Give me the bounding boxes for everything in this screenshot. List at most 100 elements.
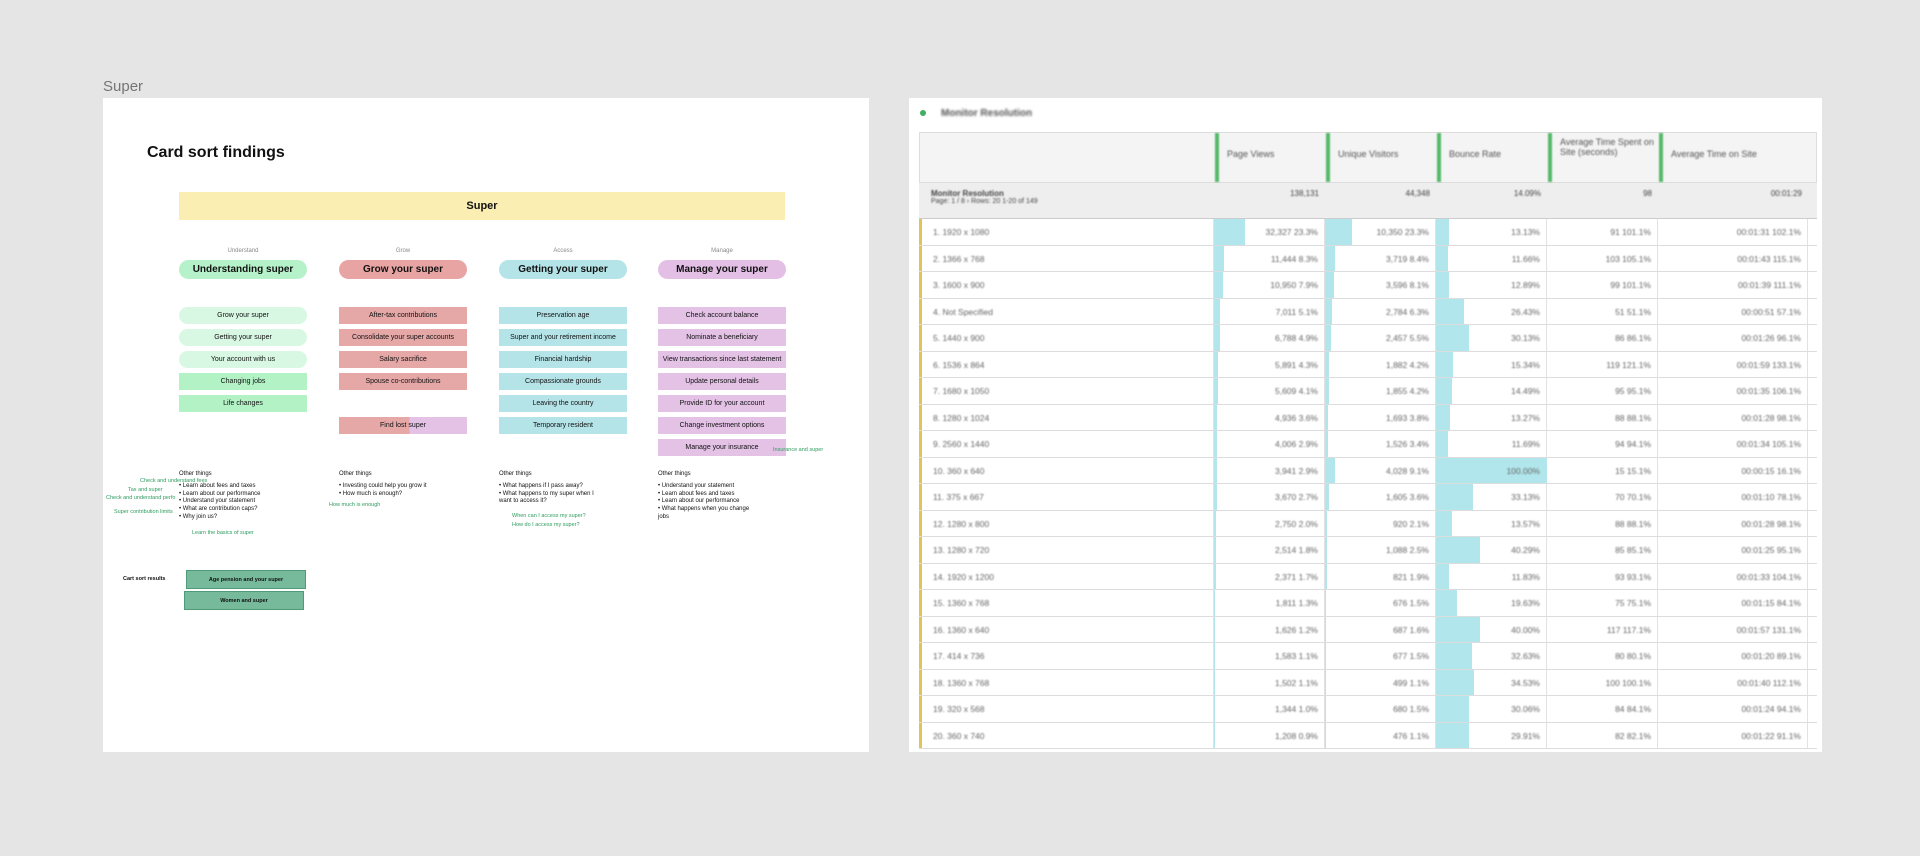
header-avg-time-site[interactable]: Average Time on Site [1659, 133, 1809, 182]
bounce-rate-bar [1436, 510, 1452, 536]
cell-avg-time-seconds: 91 101.1% [1547, 219, 1658, 245]
note-tax-super: Tax and super [128, 487, 163, 493]
cell-unique-visitors: 1,693 3.8% [1325, 404, 1436, 430]
sort-card[interactable]: Leaving the country [499, 395, 627, 412]
bounce-rate-bar [1436, 378, 1452, 404]
row-indicator [919, 219, 922, 245]
other-things: Other things • What happens if I pass awa… [499, 471, 639, 506]
row-indicator [919, 325, 922, 351]
sort-card[interactable]: Your account with us [179, 351, 307, 368]
table-row[interactable]: 9. 2560 x 1440 4,006 2.9% 1,526 3.4% 11.69%… [919, 431, 1817, 458]
row-indicator [919, 669, 922, 695]
sort-card[interactable]: Consolidate your super accounts [339, 329, 467, 346]
unique-visitors-bar [1325, 404, 1329, 430]
pagination-info[interactable]: Page: 1 / 8 › Rows: 20 1-20 of 149 [931, 198, 1038, 205]
unique-visitors-bar [1325, 669, 1327, 695]
table-row[interactable]: 12. 1280 x 800 2,750 2.0% 920 2.1% 13.57% 88… [919, 510, 1817, 537]
table-row[interactable]: 4. Not Specified 7,011 5.1% 2,784 6.3% 26.4… [919, 298, 1817, 325]
table-row[interactable]: 17. 414 x 736 1,583 1.1% 677 1.5% 32.63% 80 … [919, 643, 1817, 670]
sort-card[interactable]: View transactions since last statement [658, 351, 786, 368]
cell-bounce-rate: 11.66% [1436, 245, 1547, 271]
sort-card[interactable]: Compassionate grounds [499, 373, 627, 390]
other-things-item: • What happens to my super when I [499, 490, 594, 497]
cell-unique-visitors: 1,882 4.2% [1325, 351, 1436, 377]
sort-card[interactable]: Spouse co-contributions [339, 373, 467, 390]
table-row[interactable]: 13. 1280 x 720 2,514 1.8% 1,088 2.5% 40.29%… [919, 537, 1817, 564]
cell-dimension: 5. 1440 x 900 [919, 325, 1214, 351]
table-row[interactable]: 7. 1680 x 1050 5,609 4.1% 1,855 4.2% 14.49%… [919, 378, 1817, 405]
header-unique-visitors[interactable]: Unique Visitors [1326, 133, 1437, 182]
cell-page-views: 2,514 1.8% [1214, 537, 1325, 563]
table-row[interactable]: 15. 1360 x 768 1,811 1.3% 676 1.5% 19.63% 75… [919, 590, 1817, 617]
sort-card[interactable]: Super and your retirement income [499, 329, 627, 346]
result-women-super: Women and super [184, 591, 304, 610]
summary-bounce-rate: 14.09% [1513, 189, 1541, 198]
table-row[interactable]: 11. 375 x 667 3,670 2.7% 1,605 3.6% 33.13% 7… [919, 484, 1817, 511]
cell-avg-time-site: 00:01:24 94.1% [1658, 696, 1808, 722]
table-row[interactable]: 2. 1366 x 768 11,444 8.3% 3,719 8.4% 11.66%… [919, 245, 1817, 272]
sort-card[interactable]: Life changes [179, 395, 307, 412]
cell-unique-visitors: 680 1.5% [1325, 696, 1436, 722]
sort-card[interactable]: Financial hardship [499, 351, 627, 368]
table-row[interactable]: 14. 1920 x 1200 2,371 1.7% 821 1.9% 11.83% 9… [919, 563, 1817, 590]
bounce-rate-bar [1436, 669, 1474, 695]
note-check-performance: Check and understand perfo [106, 495, 176, 501]
cell-page-views: 4,936 3.6% [1214, 404, 1325, 430]
page-views-bar [1214, 404, 1218, 430]
cell-bounce-rate: 12.89% [1436, 272, 1547, 298]
row-indicator [919, 616, 922, 642]
table-row[interactable]: 1. 1920 x 1080 32,327 23.3% 10,350 23.3% 13… [919, 219, 1817, 246]
sort-card[interactable]: Preservation age [499, 307, 627, 324]
cell-unique-visitors: 677 1.5% [1325, 643, 1436, 669]
table-row[interactable]: 10. 360 x 640 3,941 2.9% 4,028 9.1% 100.00%… [919, 457, 1817, 484]
row-indicator [919, 272, 922, 298]
sort-card[interactable]: Update personal details [658, 373, 786, 390]
table-row[interactable]: 6. 1536 x 864 5,891 4.3% 1,882 4.2% 15.34% 1… [919, 351, 1817, 378]
table-row[interactable]: 8. 1280 x 1024 4,936 3.6% 1,693 3.8% 13.27%… [919, 404, 1817, 431]
page-views-bar [1214, 351, 1219, 377]
cell-avg-time-seconds: 103 105.1% [1547, 245, 1658, 271]
cell-page-views: 3,941 2.9% [1214, 457, 1325, 483]
sort-card[interactable]: After-tax contributions [339, 307, 467, 324]
header-page-views[interactable]: Page Views [1215, 133, 1326, 182]
cell-bounce-rate: 14.49% [1436, 378, 1547, 404]
sort-card[interactable]: Temporary resident [499, 417, 627, 434]
other-things-item: • Learn about fees and taxes [658, 490, 735, 497]
column-category: Manage [711, 248, 733, 254]
cell-page-views: 1,811 1.3% [1214, 590, 1325, 616]
row-indicator [919, 245, 922, 271]
table-row[interactable]: 18. 1360 x 768 1,502 1.1% 499 1.1% 34.53% 10… [919, 669, 1817, 696]
table-row[interactable]: 5. 1440 x 900 6,788 4.9% 2,457 5.5% 30.13% 8… [919, 325, 1817, 352]
header-avg-time-seconds[interactable]: Average Time Spent on Site (seconds) [1548, 133, 1659, 182]
page-views-bar [1214, 378, 1219, 404]
sort-card[interactable]: Check account balance [658, 307, 786, 324]
card-list: Grow your super Getting your super Your ac… [179, 307, 307, 417]
sort-card[interactable]: Grow your super [179, 307, 307, 324]
sort-card[interactable]: Change investment options [658, 417, 786, 434]
sort-card[interactable]: Salary sacrifice [339, 351, 467, 368]
cell-page-views: 5,609 4.1% [1214, 378, 1325, 404]
cell-bounce-rate: 30.06% [1436, 696, 1547, 722]
table-row[interactable]: 16. 1360 x 640 1,626 1.2% 687 1.6% 40.00% 11… [919, 616, 1817, 643]
cell-dimension: 1. 1920 x 1080 [919, 219, 1214, 245]
sort-card[interactable]: Getting your super [179, 329, 307, 346]
column-heading: Grow your super [339, 260, 467, 279]
header-bounce-rate[interactable]: Bounce Rate [1437, 133, 1548, 182]
cell-bounce-rate: 40.00% [1436, 616, 1547, 642]
sort-card[interactable]: Provide ID for your account [658, 395, 786, 412]
cell-avg-time-site: 00:00:51 57.1% [1658, 298, 1808, 324]
sort-card[interactable]: Nominate a beneficiary [658, 329, 786, 346]
cell-dimension: 6. 1536 x 864 [919, 351, 1214, 377]
unique-visitors-bar [1325, 563, 1328, 589]
column-category: Grow [395, 248, 411, 254]
table-row[interactable]: 20. 360 x 740 1,208 0.9% 476 1.1% 29.91% 82 … [919, 722, 1817, 749]
table-row[interactable]: 19. 320 x 568 1,344 1.0% 680 1.5% 30.06% 84 … [919, 696, 1817, 723]
cell-unique-visitors: 1,088 2.5% [1325, 537, 1436, 563]
table-row[interactable]: 3. 1600 x 900 10,950 7.9% 3,596 8.1% 12.89%… [919, 272, 1817, 299]
sort-card[interactable]: Changing jobs [179, 373, 307, 390]
sort-card[interactable]: Manage your insurance [658, 439, 786, 456]
cell-dimension: 17. 414 x 736 [919, 643, 1214, 669]
cell-avg-time-site: 00:00:15 16.1% [1658, 457, 1808, 483]
bounce-rate-bar [1436, 537, 1481, 563]
sort-card-find-lost-super[interactable]: Find lost super [339, 417, 467, 434]
